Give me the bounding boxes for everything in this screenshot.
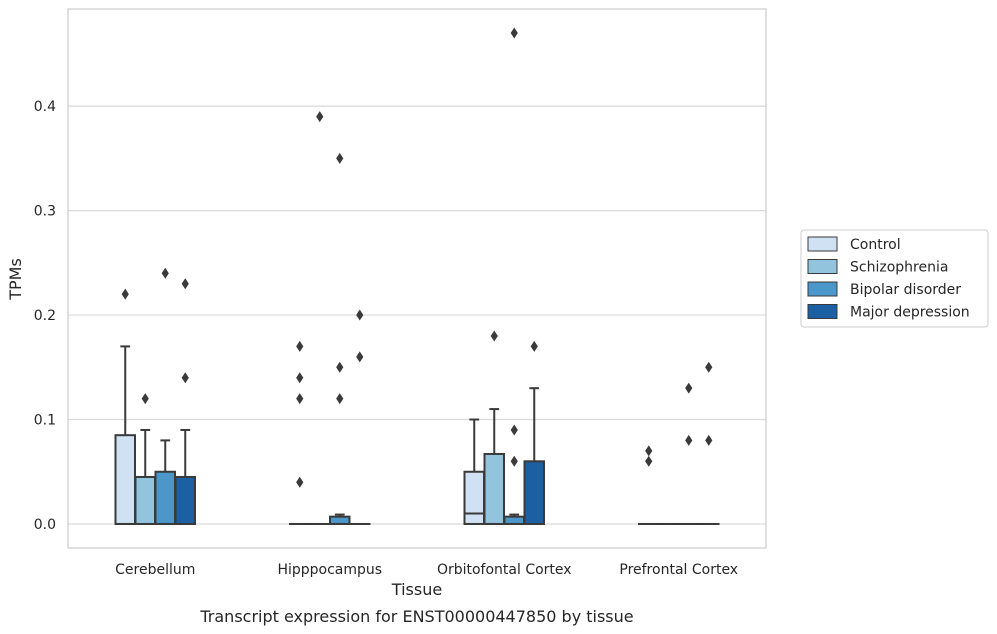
outlier-point	[490, 330, 498, 342]
boxes	[114, 27, 720, 525]
box-2-0	[463, 418, 485, 525]
x-tick-label: Hipppocampus	[277, 562, 382, 578]
outlier-point	[296, 372, 304, 384]
box-body	[463, 470, 485, 525]
plot-frame	[67, 8, 767, 549]
box-body	[483, 452, 505, 525]
box-0-2	[154, 267, 176, 525]
outlier-point	[510, 27, 518, 39]
outlier-point	[121, 288, 129, 300]
outlier-point	[356, 351, 364, 363]
outlier-point	[336, 152, 344, 164]
legend-label: Major depression	[850, 305, 970, 321]
outlier-point	[296, 340, 304, 352]
box-0-0	[114, 288, 136, 525]
box-1-1	[309, 111, 331, 525]
outlier-point	[356, 309, 364, 321]
box-body	[174, 475, 196, 525]
legend-swatch	[807, 304, 838, 319]
outlier-point	[181, 278, 189, 290]
box-2-2	[503, 27, 525, 525]
legend-swatch	[807, 236, 838, 252]
box-2-3	[523, 340, 545, 525]
y-axis-label: TPMs	[6, 258, 25, 301]
x-tick-label: Prefrontal Cortex	[619, 562, 738, 578]
box-body	[503, 515, 525, 525]
box-body	[329, 515, 351, 525]
box-3-3	[698, 361, 720, 525]
x-tick-label: Orbitofontal Cortex	[437, 562, 572, 578]
outlier-point	[705, 434, 713, 446]
outlier-point	[181, 372, 189, 384]
box-3-2	[678, 382, 700, 525]
tick-labels: 0.0 0.1 0.2 0.3 0.4 Cerebellum Hipppocampus Orb…	[34, 99, 738, 578]
outlier-point	[685, 434, 693, 446]
outlier-point	[685, 382, 693, 394]
legend-label: Schizophrenia	[850, 260, 948, 276]
box-1-0	[289, 340, 311, 525]
legend-swatch	[807, 281, 838, 297]
box-body	[114, 434, 136, 525]
outlier-point	[530, 340, 538, 352]
x-axis-label: Tissue	[391, 580, 442, 599]
box-2-1	[483, 330, 505, 525]
outlier-point	[510, 455, 518, 467]
outlier-point	[645, 445, 653, 457]
gridlines	[68, 105, 766, 525]
legend-frame	[800, 229, 989, 328]
outlier-point	[336, 393, 344, 405]
y-tick-label: 0.2	[34, 308, 56, 324]
y-tick-label: 0.0	[34, 517, 56, 533]
box-body	[134, 475, 156, 525]
outlier-point	[510, 424, 518, 436]
box-1-3	[349, 309, 371, 525]
box-0-3	[174, 278, 196, 525]
box-body	[154, 470, 176, 525]
box-1-2	[329, 152, 351, 525]
outlier-point	[141, 393, 149, 405]
legend-swatch	[807, 259, 838, 274]
outlier-point	[316, 111, 324, 123]
outlier-point	[296, 476, 304, 488]
x-tick-label: Cerebellum	[115, 562, 195, 578]
y-tick-label: 0.3	[34, 204, 56, 220]
outlier-point	[336, 361, 344, 373]
y-tick-label: 0.1	[34, 413, 56, 429]
legend-label: Control	[850, 237, 901, 253]
box-0-1	[134, 393, 156, 525]
outlier-point	[161, 267, 169, 279]
box-body	[523, 460, 545, 525]
chart-title: Transcript expression for ENST0000044785…	[199, 607, 633, 626]
legend-label: Bipolar disorder	[850, 282, 961, 298]
outlier-point	[296, 393, 304, 405]
outlier-point	[705, 361, 713, 373]
legend: Control Schizophrenia Bipolar disorder Majo…	[800, 229, 989, 328]
y-tick-label: 0.4	[34, 99, 56, 115]
box-3-0	[638, 445, 660, 525]
outlier-point	[645, 455, 653, 467]
